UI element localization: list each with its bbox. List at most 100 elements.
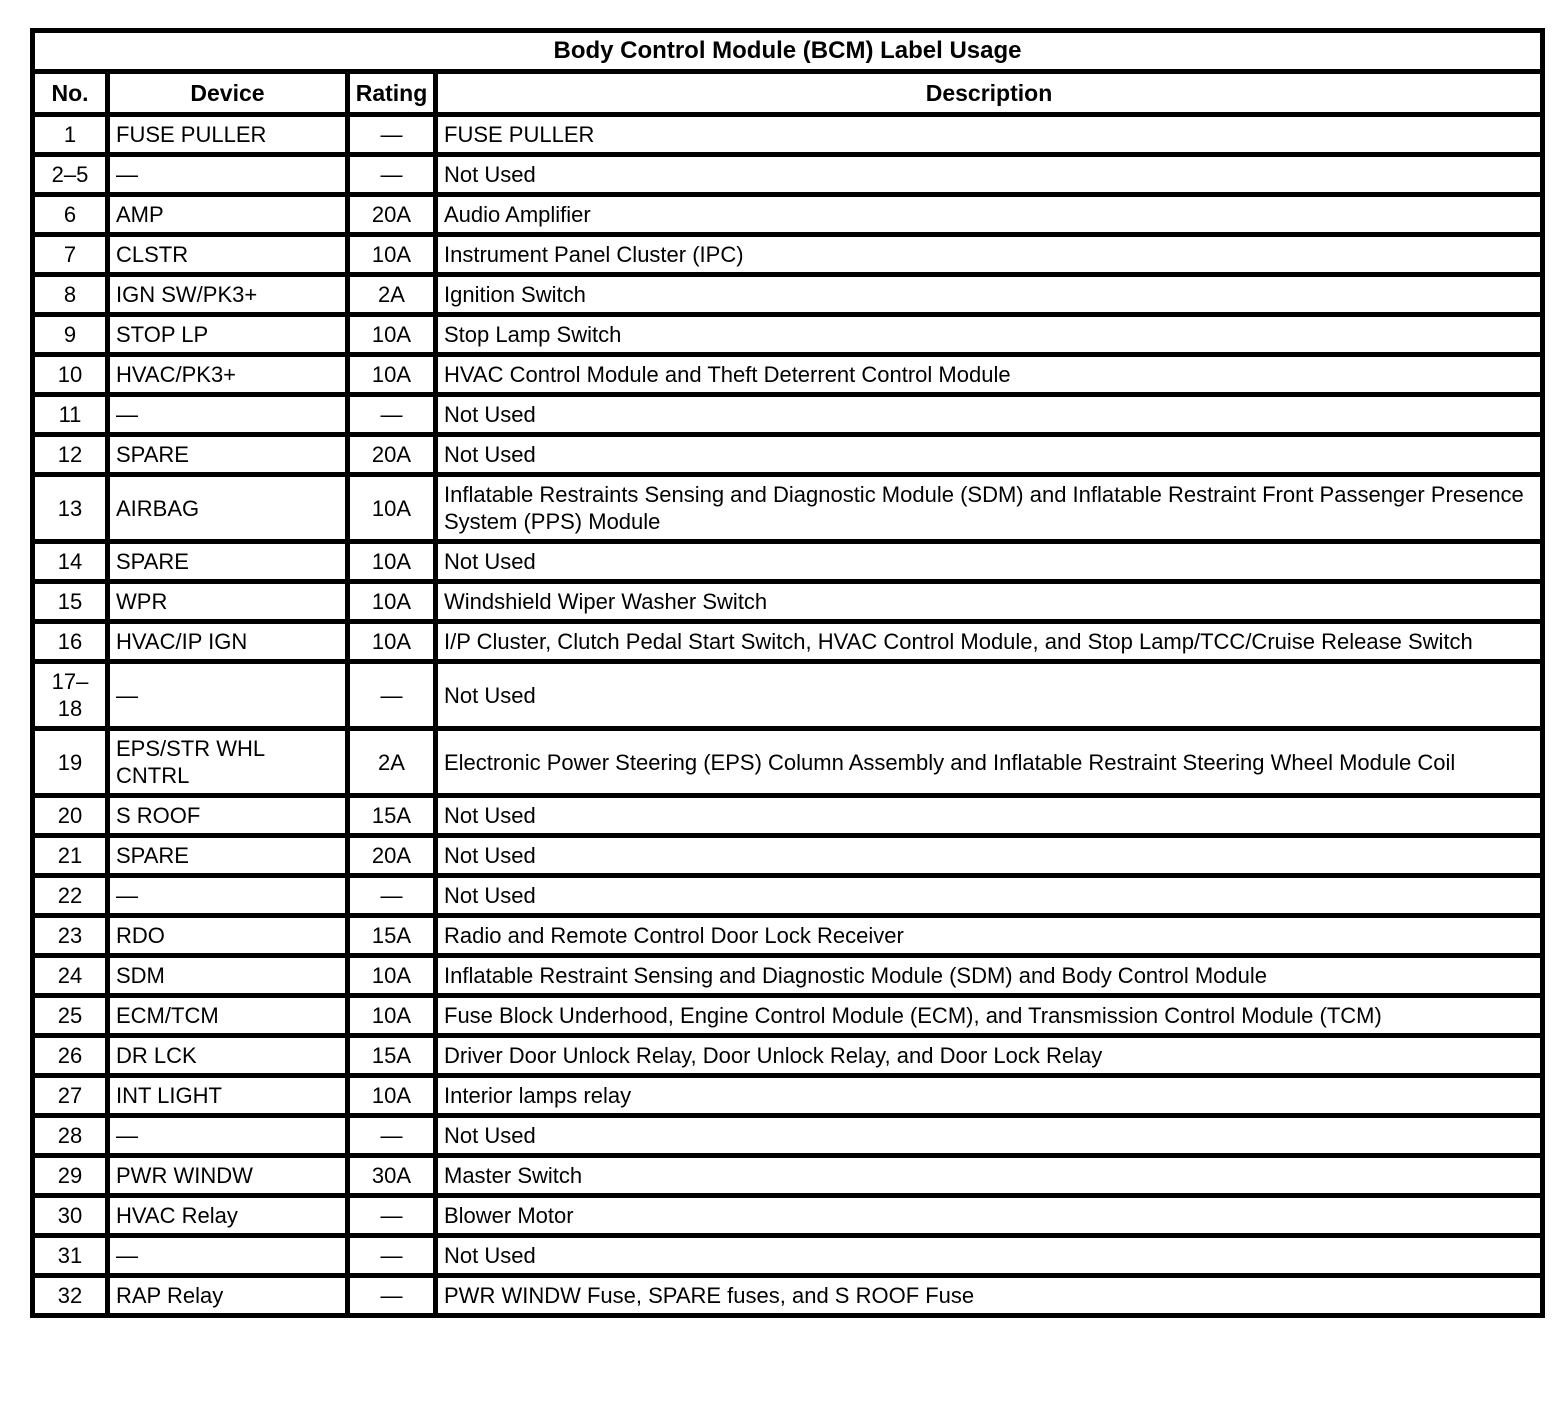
cell-no: 6 [30, 192, 110, 237]
cell-device: DR LCK [105, 1033, 350, 1078]
cell-device: ECM/TCM [105, 993, 350, 1038]
table-row: 32 RAP Relay — PWR WINDW Fuse, SPARE fuses,… [30, 1273, 1545, 1318]
cell-description: Not Used [433, 392, 1545, 437]
column-header-no: No. [30, 69, 110, 117]
cell-no: 2–5 [30, 152, 110, 197]
header-row: No. Device Rating Description [30, 69, 1545, 117]
bcm-label-usage-table: Body Control Module (BCM) Label Usage No… [30, 28, 1545, 1318]
cell-description: PWR WINDW Fuse, SPARE fuses, and S ROOF … [433, 1273, 1545, 1318]
cell-rating: 10A [345, 539, 438, 584]
cell-description: Inflatable Restraint Sensing and Diagnos… [433, 953, 1545, 998]
cell-no: 29 [30, 1153, 110, 1198]
cell-device: INT LIGHT [105, 1073, 350, 1118]
table-row: 11— — Not Used [30, 392, 1545, 437]
table-row: 6 AMP 20A Audio Amplifier [30, 192, 1545, 237]
cell-rating: 30A [345, 1153, 438, 1198]
cell-rating: 20A [345, 192, 438, 237]
table-row: 20 S ROOF 15A Not Used [30, 793, 1545, 838]
column-header-description: Description [433, 69, 1545, 117]
cell-rating: 10A [345, 232, 438, 277]
cell-no: 30 [30, 1193, 110, 1238]
table-row: 10 HVAC/PK3+ 10A HVAC Control Module and Th… [30, 352, 1545, 397]
cell-no: 12 [30, 432, 110, 477]
cell-rating: 10A [345, 953, 438, 998]
cell-rating: 15A [345, 913, 438, 958]
table-row: 30 HVAC Relay — Blower Motor [30, 1193, 1545, 1238]
cell-description: Not Used [433, 432, 1545, 477]
cell-device: IGN SW/PK3+ [105, 272, 350, 317]
cell-device: SDM [105, 953, 350, 998]
table-row: 15 WPR 10A Windshield Wiper Washer Switch [30, 579, 1545, 624]
table-row: 31— — Not Used [30, 1233, 1545, 1278]
cell-no: 27 [30, 1073, 110, 1118]
cell-device: CLSTR [105, 232, 350, 277]
cell-device: SPARE [105, 432, 350, 477]
cell-rating: — [345, 392, 438, 437]
cell-description: Not Used [433, 539, 1545, 584]
table-row: 17–18— — Not Used [30, 659, 1545, 731]
table-row: 22— — Not Used [30, 873, 1545, 918]
cell-description: Radio and Remote Control Door Lock Recei… [433, 913, 1545, 958]
cell-device: WPR [105, 579, 350, 624]
table-row: 13 AIRBAG 10A Inflatable Restraints Sensing… [30, 472, 1545, 544]
cell-device: — [105, 1233, 350, 1278]
cell-rating: — [345, 152, 438, 197]
table-row: 25 ECM/TCM 10A Fuse Block Underhood, Engine… [30, 993, 1545, 1038]
cell-rating: — [345, 112, 438, 157]
cell-description: Driver Door Unlock Relay, Door Unlock Re… [433, 1033, 1545, 1078]
cell-rating: 10A [345, 1073, 438, 1118]
cell-no: 15 [30, 579, 110, 624]
cell-description: Not Used [433, 833, 1545, 878]
table-row: 26 DR LCK 15A Driver Door Unlock Relay, Doo… [30, 1033, 1545, 1078]
cell-no: 1 [30, 112, 110, 157]
cell-rating: 20A [345, 432, 438, 477]
cell-no: 7 [30, 232, 110, 277]
cell-no: 14 [30, 539, 110, 584]
cell-device: SPARE [105, 539, 350, 584]
cell-rating: 10A [345, 352, 438, 397]
cell-device: AMP [105, 192, 350, 237]
cell-device: — [105, 392, 350, 437]
cell-no: 8 [30, 272, 110, 317]
cell-rating: 10A [345, 472, 438, 544]
cell-no: 24 [30, 953, 110, 998]
cell-device: — [105, 152, 350, 197]
cell-description: Not Used [433, 152, 1545, 197]
column-header-device: Device [105, 69, 350, 117]
cell-rating: — [345, 1273, 438, 1318]
cell-device: S ROOF [105, 793, 350, 838]
cell-description: Electronic Power Steering (EPS) Column A… [433, 726, 1545, 798]
cell-rating: — [345, 1233, 438, 1278]
cell-device: — [105, 873, 350, 918]
cell-no: 9 [30, 312, 110, 357]
table-row: 12 SPARE 20A Not Used [30, 432, 1545, 477]
cell-description: Not Used [433, 873, 1545, 918]
cell-no: 10 [30, 352, 110, 397]
cell-device: HVAC Relay [105, 1193, 350, 1238]
cell-device: — [105, 1113, 350, 1158]
cell-no: 19 [30, 726, 110, 798]
column-header-rating: Rating [345, 69, 438, 117]
cell-rating: 20A [345, 833, 438, 878]
table-row: 19 EPS/STR WHL CNTRL 2A Electronic Power St… [30, 726, 1545, 798]
table-row: 28— — Not Used [30, 1113, 1545, 1158]
cell-rating: 10A [345, 312, 438, 357]
cell-description: Not Used [433, 1113, 1545, 1158]
cell-no: 31 [30, 1233, 110, 1278]
cell-no: 21 [30, 833, 110, 878]
cell-description: Inflatable Restraints Sensing and Diagno… [433, 472, 1545, 544]
table-row: 16 HVAC/IP IGN 10A I/P Cluster, Clutch Peda… [30, 619, 1545, 664]
cell-description: Interior lamps relay [433, 1073, 1545, 1118]
cell-rating: — [345, 1193, 438, 1238]
cell-rating: — [345, 659, 438, 731]
cell-no: 28 [30, 1113, 110, 1158]
cell-device: FUSE PULLER [105, 112, 350, 157]
cell-no: 17–18 [30, 659, 110, 731]
cell-description: Windshield Wiper Washer Switch [433, 579, 1545, 624]
table-row: 7 CLSTR 10A Instrument Panel Cluster (IPC) [30, 232, 1545, 277]
cell-description: FUSE PULLER [433, 112, 1545, 157]
cell-rating: 2A [345, 726, 438, 798]
cell-description: Master Switch [433, 1153, 1545, 1198]
table-row: 8 IGN SW/PK3+ 2A Ignition Switch [30, 272, 1545, 317]
